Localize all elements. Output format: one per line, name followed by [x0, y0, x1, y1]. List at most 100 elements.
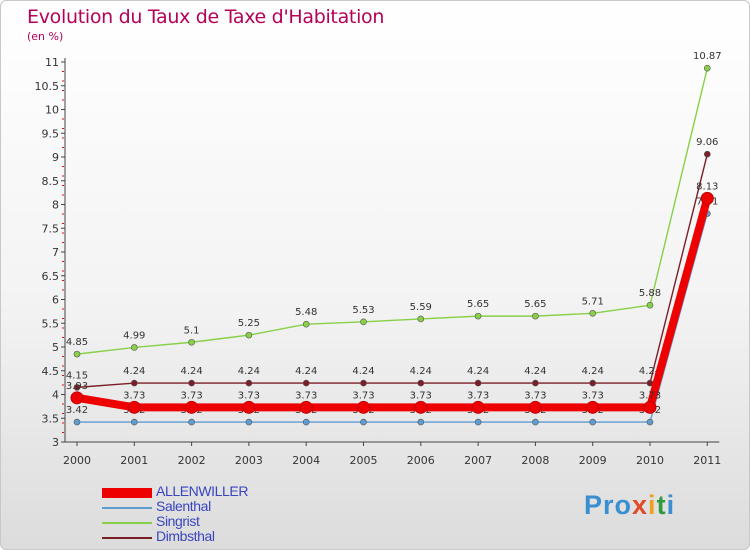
- y-tick-label: 3.5: [42, 412, 60, 425]
- data-label: 4.24: [524, 366, 546, 377]
- data-point: [414, 400, 428, 414]
- data-label: 3.73: [410, 390, 432, 401]
- y-tick-label: 3: [52, 436, 59, 449]
- data-point: [417, 418, 425, 426]
- series-dimbsthal: 4.15 4.24 4.24 4.24 4.24 4.24 4.24 4.24 4.24 4.24…: [66, 137, 718, 391]
- legend-swatch-dimbsthal: [102, 537, 152, 539]
- data-point: [131, 379, 138, 387]
- x-tick-label: 2006: [407, 454, 435, 467]
- chart-title: Evolution du Taux de Taxe d'Habitation: [27, 6, 385, 28]
- y-tick-label: 11: [45, 56, 59, 69]
- data-point: [70, 391, 84, 405]
- series-singrist: 4.85 4.99 5.1 5.25 5.48 5.53 5.59 5.65 5.65 5.71 5…: [66, 51, 722, 358]
- data-point: [73, 418, 81, 426]
- data-label: 4.24: [582, 366, 604, 377]
- y-tick-label: 6.5: [42, 270, 60, 283]
- x-tick-label: 2005: [350, 454, 378, 467]
- data-point: [357, 400, 370, 414]
- logo-part: Pro: [584, 490, 633, 520]
- x-tick-label: 2004: [292, 454, 320, 467]
- data-label: 3.73: [467, 390, 489, 401]
- series-line: [76, 212, 708, 423]
- data-point: [703, 150, 711, 158]
- data-label: 5.71: [582, 296, 604, 307]
- data-point: [532, 418, 539, 426]
- data-label: 4.99: [123, 330, 145, 341]
- data-label: 3.93: [66, 381, 88, 392]
- data-point: [474, 312, 482, 320]
- logo-part: t: [656, 490, 667, 520]
- logo-part: i: [648, 490, 657, 520]
- data-point: [360, 379, 367, 387]
- data-point: [589, 309, 597, 317]
- data-label: 4.24: [467, 366, 489, 377]
- data-label: 3.73: [352, 390, 374, 401]
- y-tick-label: 5.5: [42, 317, 60, 330]
- data-label: 3.73: [238, 390, 260, 401]
- data-label: 3.73: [639, 390, 661, 401]
- unit-label: (en %): [27, 30, 64, 43]
- y-tick-label: 8: [52, 199, 59, 212]
- x-tick-label: 2009: [579, 454, 607, 467]
- data-label: 4.15: [66, 370, 88, 381]
- y-tick-label: 7: [52, 246, 59, 259]
- legend-label-dimbsthal: Dimbsthal: [156, 528, 215, 544]
- legend-label-allenwiller: ALLENWILLER: [156, 483, 249, 499]
- data-point: [185, 400, 199, 414]
- x-tick-label: 2011: [693, 454, 721, 467]
- data-label: 4.24: [180, 366, 202, 377]
- x-tick-label: 2008: [521, 454, 549, 467]
- data-point: [417, 315, 425, 323]
- data-point: [528, 400, 542, 414]
- data-point: [188, 379, 195, 387]
- data-point: [586, 400, 600, 414]
- y-tick-label: 5: [52, 341, 59, 354]
- data-point: [242, 400, 256, 414]
- data-point: [700, 191, 714, 205]
- data-label: 4.24: [410, 366, 432, 377]
- data-label: 5.65: [467, 299, 489, 310]
- data-label: 3.73: [524, 390, 546, 401]
- y-tick-label: 8.5: [42, 175, 60, 188]
- series-line: [76, 153, 708, 389]
- series-line: [73, 194, 712, 412]
- data-point: [589, 418, 597, 426]
- x-tick-label: 2003: [235, 454, 263, 467]
- data-label: 4.24: [295, 366, 317, 377]
- data-point: [188, 418, 195, 426]
- x-tick-label: 2007: [464, 454, 492, 467]
- data-point: [245, 331, 253, 339]
- y-tick-label: 4.5: [42, 365, 60, 378]
- data-label: 8.13: [696, 181, 718, 192]
- data-label: 5.59: [410, 302, 432, 313]
- y-tick-label: 7.5: [42, 222, 60, 235]
- y-tick-label: 9: [52, 151, 59, 164]
- y-tick-label: 4: [52, 389, 59, 402]
- data-point: [360, 418, 367, 426]
- y-tick-label: 10.5: [35, 80, 60, 93]
- data-point: [417, 379, 425, 387]
- legend-label-singrist: Singrist: [156, 513, 200, 529]
- data-label: 3.73: [582, 390, 604, 401]
- data-point: [302, 379, 310, 387]
- data-point: [131, 418, 138, 426]
- data-point: [646, 418, 654, 426]
- x-tick-label: 2000: [63, 454, 91, 467]
- data-point: [471, 400, 485, 414]
- logo-part: i: [666, 490, 676, 520]
- data-point: [474, 418, 482, 426]
- data-point: [73, 384, 81, 391]
- data-point: [532, 379, 539, 387]
- data-point: [73, 350, 81, 358]
- data-label: 4.24: [352, 366, 374, 377]
- y-tick-label: 10: [45, 104, 59, 117]
- data-label: 4.85: [66, 337, 88, 348]
- data-point: [703, 64, 711, 72]
- data-point: [474, 379, 482, 387]
- data-point: [532, 312, 539, 320]
- data-point: [245, 379, 253, 387]
- series-salenthal: 3.423.423.423.423.423.423.423.423.423.42…: [66, 197, 718, 426]
- series-line: [76, 67, 708, 355]
